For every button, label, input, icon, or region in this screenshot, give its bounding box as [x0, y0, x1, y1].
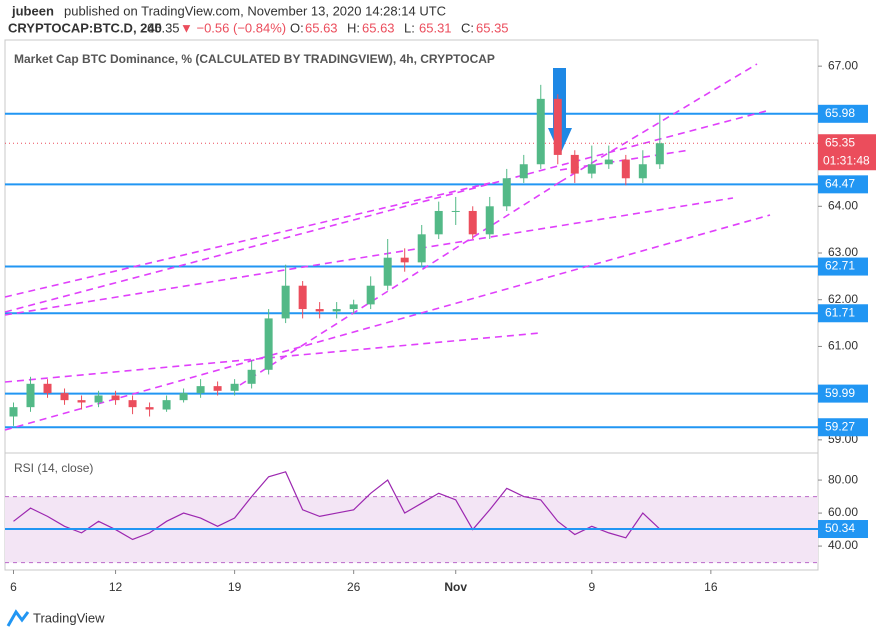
candle-body [366, 285, 375, 305]
candle-body [60, 393, 69, 401]
trendline [4, 214, 771, 431]
x-tick-label: 6 [10, 580, 17, 594]
ohlc-label: O: [290, 20, 304, 35]
candle-body [383, 257, 392, 286]
ohlc-value: 65.31 [419, 20, 452, 35]
candle-body [77, 400, 86, 403]
level-tag [818, 104, 868, 123]
x-tick-label: 16 [704, 580, 718, 594]
candle-body [468, 210, 477, 235]
candle-body [536, 98, 545, 165]
x-tick-label: 9 [588, 580, 595, 594]
candle-body [638, 164, 647, 179]
trendline [239, 181, 561, 386]
y-tick-label: 64.00 [828, 198, 858, 212]
y-tick-label: 63.00 [828, 245, 858, 259]
candle-body [298, 285, 307, 310]
y-tick-label: 61.00 [828, 339, 858, 353]
ohlc-value: 65.63 [305, 20, 338, 35]
level-label: 62.71 [825, 259, 855, 273]
level-label: 61.71 [825, 305, 855, 319]
candle-body [451, 210, 460, 212]
candle-body [111, 395, 120, 401]
candle-body [349, 304, 358, 310]
rsi-tick-label: 40.00 [828, 538, 858, 552]
y-tick-label: 67.00 [828, 58, 858, 72]
candle-body [315, 309, 324, 312]
candle-body [128, 400, 137, 408]
price-label: 65.35 [825, 135, 855, 149]
candle-body [332, 309, 341, 312]
level-label: 59.27 [825, 419, 855, 433]
candle-body [264, 318, 273, 370]
candle-body [230, 383, 239, 391]
level-tag [818, 418, 868, 437]
candle-body [434, 210, 443, 235]
candle-body [604, 159, 613, 165]
ohlc-label: L: [404, 20, 415, 35]
y-tick-label: 62.00 [828, 292, 858, 306]
level-label: 64.47 [825, 177, 855, 191]
candle-body [162, 400, 171, 410]
candle-body [213, 386, 222, 391]
author: jubeen [11, 3, 54, 18]
x-tick-label: 12 [109, 580, 123, 594]
candle-body [247, 369, 256, 384]
candle-body [587, 164, 596, 174]
level-tag [818, 304, 868, 323]
logo-icon [6, 609, 30, 627]
x-tick-label: Nov [444, 580, 467, 594]
ohlc-value: 65.35 [476, 20, 509, 35]
level-tag [818, 257, 868, 276]
change: ▼ −0.56 (−0.84%) [180, 20, 286, 35]
level-label: 59.99 [825, 386, 855, 400]
x-tick-label: 26 [347, 580, 361, 594]
rsi-tick-label: 60.00 [828, 505, 858, 519]
candle-body [94, 395, 103, 403]
level-label: 65.98 [825, 106, 855, 120]
chart-title: Market Cap BTC Dominance, % (CALCULATED … [14, 52, 495, 66]
candle-body [400, 257, 409, 263]
candle-body [417, 234, 426, 263]
candle-body [26, 383, 35, 408]
candle-body [145, 407, 154, 410]
footer-logo: TradingView [33, 610, 105, 625]
published: published on TradingView.com, November 1… [64, 3, 446, 18]
level-tag [818, 384, 868, 403]
candle-body [196, 386, 205, 394]
candle-body [570, 154, 579, 174]
candle-body [485, 206, 494, 235]
trendline [4, 197, 734, 316]
rsi-tag [818, 520, 868, 539]
candle-body [655, 143, 664, 165]
candle-body [502, 178, 511, 207]
candle-body [43, 383, 52, 394]
candle-body [621, 159, 630, 179]
trendline [559, 63, 758, 183]
candle-body [179, 393, 188, 401]
countdown: 01:31:48 [823, 153, 870, 167]
ohlc-label: C: [461, 20, 474, 35]
ohlc-value: 65.63 [362, 20, 395, 35]
rsi-last-label: 50.34 [825, 521, 855, 535]
x-tick-label: 19 [228, 580, 242, 594]
candle-body [553, 98, 562, 155]
rsi-tick-label: 80.00 [828, 472, 858, 486]
rsi-title: RSI (14, close) [14, 461, 93, 475]
ohlc-label: H: [347, 20, 360, 35]
candle-body [519, 164, 528, 179]
candle-body [281, 285, 290, 319]
candle-body [9, 407, 18, 417]
symbol: CRYPTOCAP:BTC.D, 240 [8, 20, 162, 35]
last-price: 65.35 [147, 20, 180, 35]
rsi-line [13, 471, 661, 541]
level-tag [818, 175, 868, 194]
price-tag [818, 134, 876, 171]
